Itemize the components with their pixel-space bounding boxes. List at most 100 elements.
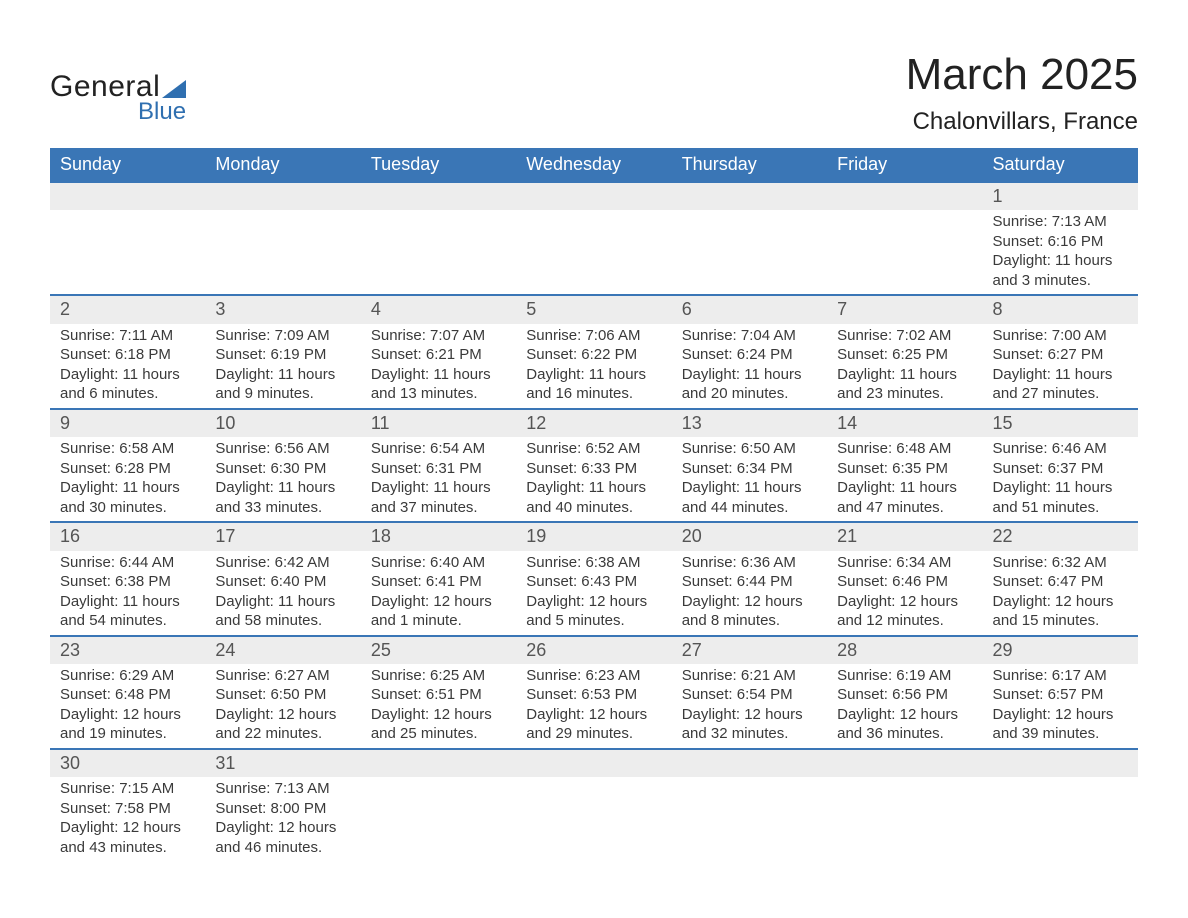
day-number-cell: 12 — [516, 409, 671, 437]
day-info-line: Daylight: 12 hours — [60, 818, 195, 838]
day-number-cell — [672, 749, 827, 777]
day-number: 3 — [215, 299, 225, 319]
day-info-line: Sunrise: 6:54 AM — [371, 439, 506, 459]
day-number: 21 — [837, 526, 857, 546]
day-info-line: Daylight: 12 hours — [526, 592, 661, 612]
day-data-cell — [516, 777, 671, 861]
day-info-line: Daylight: 11 hours — [837, 365, 972, 385]
day-number-cell — [827, 749, 982, 777]
day-data-cell: Sunrise: 6:21 AMSunset: 6:54 PMDaylight:… — [672, 664, 827, 749]
day-info-line: Sunset: 6:16 PM — [993, 232, 1128, 252]
day-data-cell: Sunrise: 7:13 AMSunset: 6:16 PMDaylight:… — [983, 210, 1138, 295]
header: General Blue March 2025 Chalonvillars, F… — [50, 40, 1138, 136]
day-number: 11 — [371, 413, 390, 433]
day-info-line: and 46 minutes. — [215, 838, 350, 858]
day-number-cell: 24 — [205, 636, 360, 664]
day-info-line: Sunrise: 6:38 AM — [526, 553, 661, 573]
day-info-line: Sunset: 6:24 PM — [682, 345, 817, 365]
day-info-line: and 37 minutes. — [371, 498, 506, 518]
day-number: 23 — [60, 640, 80, 660]
day-number-cell: 19 — [516, 522, 671, 550]
day-info-line: Sunrise: 6:25 AM — [371, 666, 506, 686]
day-number-cell — [516, 182, 671, 210]
day-info-line: and 3 minutes. — [993, 271, 1128, 291]
day-number: 13 — [682, 413, 702, 433]
day-number: 5 — [526, 299, 536, 319]
day-info-line: and 27 minutes. — [993, 384, 1128, 404]
day-number: 24 — [215, 640, 235, 660]
day-number: 26 — [526, 640, 546, 660]
day-data-cell: Sunrise: 7:00 AMSunset: 6:27 PMDaylight:… — [983, 324, 1138, 409]
day-number: 28 — [837, 640, 857, 660]
day-info-line: Daylight: 12 hours — [993, 592, 1128, 612]
day-info-line: Daylight: 11 hours — [526, 365, 661, 385]
day-data-cell: Sunrise: 7:09 AMSunset: 6:19 PMDaylight:… — [205, 324, 360, 409]
day-info-line: and 47 minutes. — [837, 498, 972, 518]
day-data-row: Sunrise: 6:44 AMSunset: 6:38 PMDaylight:… — [50, 551, 1138, 636]
day-data-cell — [361, 210, 516, 295]
day-number-cell — [983, 749, 1138, 777]
day-data-cell: Sunrise: 6:40 AMSunset: 6:41 PMDaylight:… — [361, 551, 516, 636]
day-info-line: Sunset: 6:41 PM — [371, 572, 506, 592]
day-info-line: and 39 minutes. — [993, 724, 1128, 744]
day-info-line: Sunrise: 7:04 AM — [682, 326, 817, 346]
day-info-line: and 20 minutes. — [682, 384, 817, 404]
day-data-cell: Sunrise: 6:42 AMSunset: 6:40 PMDaylight:… — [205, 551, 360, 636]
day-number: 4 — [371, 299, 381, 319]
day-info-line: Sunset: 6:46 PM — [837, 572, 972, 592]
day-info-line: Sunset: 7:58 PM — [60, 799, 195, 819]
day-number: 15 — [993, 413, 1013, 433]
day-number-cell: 1 — [983, 182, 1138, 210]
day-info-line: Sunrise: 7:06 AM — [526, 326, 661, 346]
day-number-cell: 5 — [516, 295, 671, 323]
weekday-header: Wednesday — [516, 148, 671, 182]
day-number: 27 — [682, 640, 702, 660]
day-number-cell: 20 — [672, 522, 827, 550]
day-info-line: Sunrise: 7:07 AM — [371, 326, 506, 346]
day-number-cell: 9 — [50, 409, 205, 437]
calendar-table: Sunday Monday Tuesday Wednesday Thursday… — [50, 148, 1138, 861]
day-info-line: and 16 minutes. — [526, 384, 661, 404]
day-number-cell: 7 — [827, 295, 982, 323]
day-number-row: 2345678 — [50, 295, 1138, 323]
day-number-cell: 11 — [361, 409, 516, 437]
day-info-line: Sunrise: 7:09 AM — [215, 326, 350, 346]
day-info-line: Sunset: 6:53 PM — [526, 685, 661, 705]
day-info-line: Sunset: 6:51 PM — [371, 685, 506, 705]
day-number: 14 — [837, 413, 857, 433]
day-info-line: Sunrise: 7:13 AM — [215, 779, 350, 799]
day-info-line: Daylight: 12 hours — [215, 705, 350, 725]
day-number: 18 — [371, 526, 391, 546]
day-info-line: and 43 minutes. — [60, 838, 195, 858]
day-number-cell: 30 — [50, 749, 205, 777]
day-number-row: 9101112131415 — [50, 409, 1138, 437]
day-info-line: Sunrise: 6:40 AM — [371, 553, 506, 573]
day-info-line: Daylight: 11 hours — [60, 592, 195, 612]
day-number-cell: 22 — [983, 522, 1138, 550]
day-number-row: 16171819202122 — [50, 522, 1138, 550]
day-info-line: Daylight: 12 hours — [837, 705, 972, 725]
day-info-line: Sunrise: 6:42 AM — [215, 553, 350, 573]
day-info-line: Daylight: 11 hours — [526, 478, 661, 498]
day-info-line: Sunrise: 6:48 AM — [837, 439, 972, 459]
day-data-cell: Sunrise: 6:50 AMSunset: 6:34 PMDaylight:… — [672, 437, 827, 522]
day-number: 2 — [60, 299, 70, 319]
title-block: March 2025 Chalonvillars, France — [906, 40, 1138, 136]
day-info-line: Sunrise: 6:19 AM — [837, 666, 972, 686]
day-info-line: Sunrise: 6:27 AM — [215, 666, 350, 686]
day-data-cell: Sunrise: 6:52 AMSunset: 6:33 PMDaylight:… — [516, 437, 671, 522]
day-info-line: Sunrise: 6:58 AM — [60, 439, 195, 459]
day-data-cell: Sunrise: 6:38 AMSunset: 6:43 PMDaylight:… — [516, 551, 671, 636]
day-data-cell — [672, 210, 827, 295]
day-number-cell — [205, 182, 360, 210]
day-number-cell: 21 — [827, 522, 982, 550]
day-info-line: and 22 minutes. — [215, 724, 350, 744]
day-info-line: and 23 minutes. — [837, 384, 972, 404]
day-data-cell: Sunrise: 6:25 AMSunset: 6:51 PMDaylight:… — [361, 664, 516, 749]
day-data-row: Sunrise: 7:13 AMSunset: 6:16 PMDaylight:… — [50, 210, 1138, 295]
day-info-line: and 29 minutes. — [526, 724, 661, 744]
day-number-row: 3031 — [50, 749, 1138, 777]
day-number: 25 — [371, 640, 391, 660]
day-info-line: Daylight: 11 hours — [682, 365, 817, 385]
day-data-cell: Sunrise: 6:23 AMSunset: 6:53 PMDaylight:… — [516, 664, 671, 749]
